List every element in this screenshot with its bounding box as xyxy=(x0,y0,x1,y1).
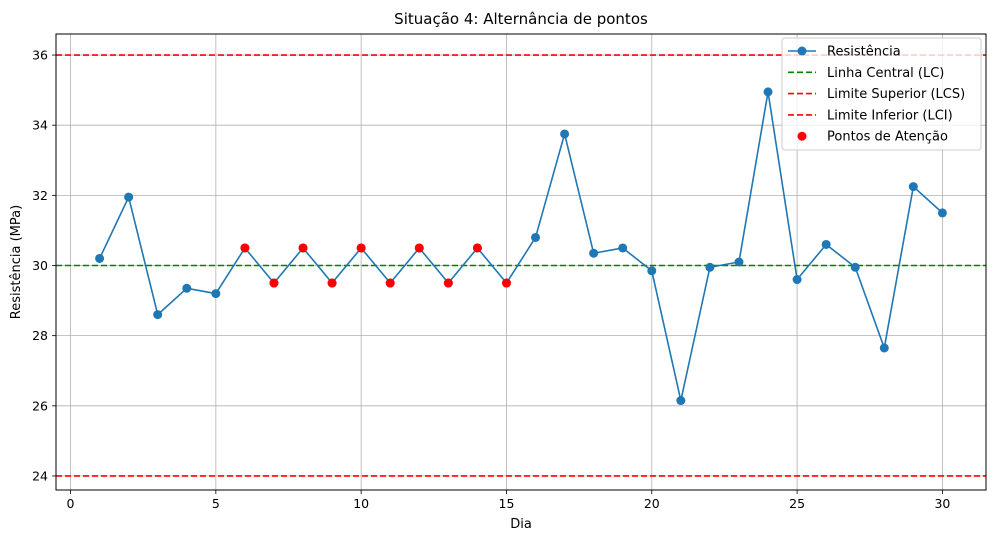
data-point xyxy=(705,262,715,272)
attention-point xyxy=(240,243,250,253)
axis-ticks: 0 5 10 15 20 25 30 24 26 28 30 32 34 36 xyxy=(32,48,950,511)
y-tick-label: 26 xyxy=(32,398,48,413)
data-point xyxy=(850,262,860,272)
y-tick-label: 36 xyxy=(32,48,48,63)
x-tick-label: 10 xyxy=(353,496,369,511)
series-line xyxy=(98,91,943,402)
attention-point xyxy=(501,278,511,288)
legend-label: Limite Inferior (LCI) xyxy=(827,108,953,123)
x-axis-label: Dia xyxy=(510,517,532,532)
data-point xyxy=(763,87,773,97)
y-tick-label: 34 xyxy=(32,118,48,133)
attention-point xyxy=(298,243,308,253)
y-tick-label: 24 xyxy=(32,468,48,483)
data-point xyxy=(734,257,744,267)
attention-point xyxy=(414,243,424,253)
data-point xyxy=(908,182,918,192)
attention-points xyxy=(240,243,511,288)
legend-frame xyxy=(781,37,982,151)
legend: Resistência Linha Central (LC) Limite Supe… xyxy=(781,37,982,151)
x-tick-label: 0 xyxy=(67,496,75,511)
data-point xyxy=(676,396,686,406)
x-tick-label: 15 xyxy=(499,496,515,511)
data-point xyxy=(153,310,163,320)
x-tick-label: 25 xyxy=(789,496,805,511)
y-tick-label: 30 xyxy=(32,258,48,273)
attention-point xyxy=(269,278,279,288)
legend-label: Limite Superior (LCS) xyxy=(827,87,965,102)
data-point xyxy=(821,239,831,249)
attention-point xyxy=(327,278,337,288)
legend-label: Resistência xyxy=(827,45,901,60)
y-axis-label: Resistência (MPa) xyxy=(9,205,24,319)
y-tick-label: 32 xyxy=(32,188,48,203)
y-tick-label: 28 xyxy=(32,328,48,343)
attention-point xyxy=(472,243,482,253)
data-point xyxy=(182,283,192,293)
attention-point xyxy=(385,278,395,288)
legend-label: Linha Central (LC) xyxy=(827,66,944,81)
attention-point xyxy=(443,278,453,288)
x-tick-label: 20 xyxy=(644,496,660,511)
data-point xyxy=(589,248,599,258)
data-point xyxy=(937,208,947,218)
legend-swatch-dot xyxy=(797,131,807,141)
legend-swatch-marker xyxy=(797,46,807,56)
data-point xyxy=(879,343,889,353)
data-point xyxy=(618,243,628,253)
data-point xyxy=(647,266,657,276)
data-point xyxy=(531,232,541,242)
attention-point xyxy=(356,243,366,253)
chart-title: Situação 4: Alternância de pontos xyxy=(394,10,648,28)
legend-label: Pontos de Atenção xyxy=(827,130,948,145)
data-point xyxy=(792,275,802,285)
x-tick-label: 5 xyxy=(212,496,220,511)
data-point xyxy=(95,253,105,263)
data-point xyxy=(560,129,570,139)
x-tick-label: 30 xyxy=(934,496,950,511)
data-point xyxy=(124,192,134,202)
plot-area-frame xyxy=(55,33,987,491)
data-point xyxy=(211,289,221,299)
